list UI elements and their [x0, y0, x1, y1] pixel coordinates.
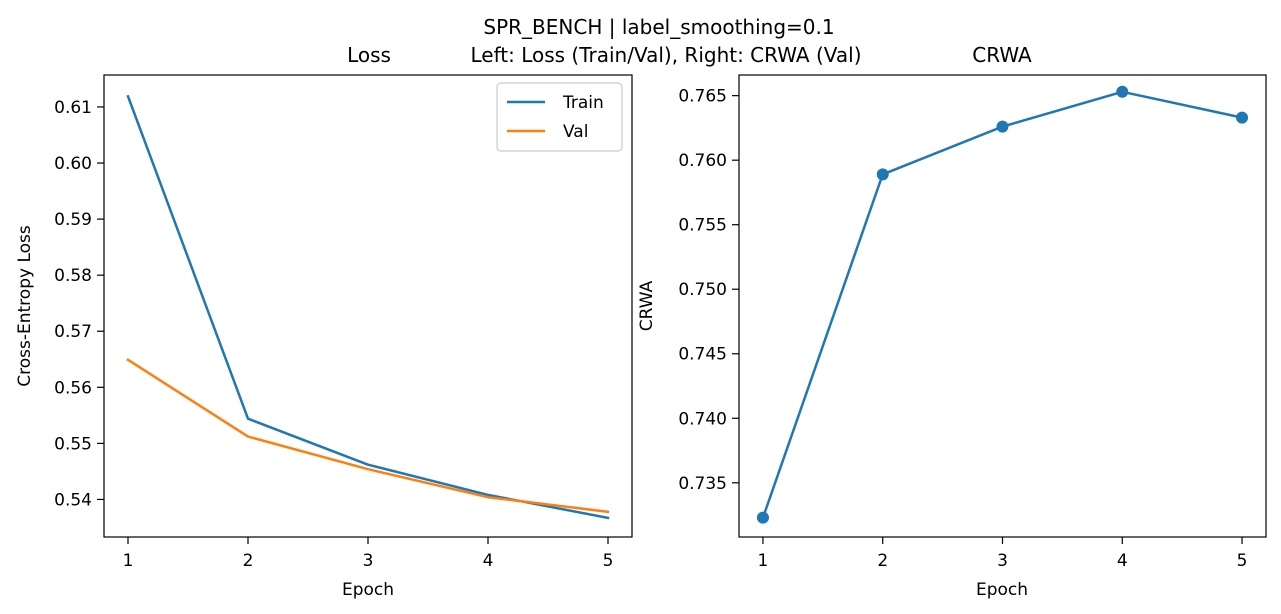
loss-xtick-label: 5 — [603, 551, 614, 571]
figure-suptitle-line1: SPR_BENCH | label_smoothing=0.1 — [483, 15, 834, 39]
crwa-series-point — [876, 168, 889, 181]
loss-legend-box — [496, 82, 623, 152]
loss-xtick-label: 1 — [123, 551, 134, 571]
loss-ytick-label: 0.54 — [54, 490, 92, 510]
loss-xtick-label: 4 — [483, 551, 494, 571]
crwa-series-point — [996, 120, 1009, 133]
crwa-ytick-label: 0.745 — [678, 345, 727, 365]
crwa-xtick-label: 4 — [1117, 551, 1128, 571]
loss-ytick-label: 0.55 — [54, 434, 92, 454]
loss-chart: Loss Epoch Cross-Entropy Loss 0.54 0.55 0.… — [15, 43, 633, 600]
crwa-xtick-label: 1 — [758, 551, 769, 571]
loss-xtick-label: 3 — [363, 551, 374, 571]
crwa-series-point — [756, 511, 769, 524]
loss-ytick-label: 0.60 — [54, 154, 92, 174]
crwa-xtick-label: 3 — [997, 551, 1008, 571]
loss-train-line — [126, 94, 610, 520]
loss-xtick-label: 2 — [243, 551, 254, 571]
crwa-series-line — [761, 90, 1244, 520]
loss-legend-label-val: Val — [563, 122, 588, 142]
crwa-series-point — [1236, 111, 1249, 124]
crwa-chart: CRWA Epoch CRWA 0.735 0.740 0.745 0.750 0.75… — [637, 43, 1267, 600]
crwa-ytick-label: 0.750 — [678, 280, 727, 300]
crwa-xtick-label: 2 — [877, 551, 888, 571]
loss-ytick-label: 0.56 — [54, 378, 92, 398]
crwa-ytick-label: 0.760 — [678, 151, 727, 171]
loss-legend-label-train: Train — [562, 93, 604, 113]
loss-legend: Train Val — [496, 82, 623, 152]
crwa-ytick-label: 0.765 — [678, 87, 727, 107]
crwa-ytick-label: 0.755 — [678, 216, 727, 236]
loss-ytick-label: 0.58 — [54, 266, 92, 286]
loss-chart-title: Loss — [347, 43, 391, 67]
loss-chart-xlabel: Epoch — [342, 580, 394, 600]
crwa-ytick-label: 0.740 — [678, 409, 727, 429]
loss-ytick-label: 0.57 — [54, 322, 92, 342]
loss-ytick-label: 0.59 — [54, 210, 92, 230]
loss-axes-frame — [103, 74, 633, 538]
crwa-ytick-label: 0.735 — [678, 474, 727, 494]
crwa-chart-ylabel: CRWA — [637, 280, 657, 331]
crwa-axes-frame — [738, 74, 1267, 538]
crwa-series-point — [1116, 85, 1129, 98]
crwa-xtick-label: 5 — [1237, 551, 1248, 571]
crwa-chart-xlabel: Epoch — [976, 580, 1028, 600]
loss-val-line — [126, 358, 610, 514]
crwa-chart-title: CRWA — [972, 43, 1032, 67]
loss-chart-ylabel: Cross-Entropy Loss — [15, 225, 35, 387]
loss-ytick-label: 0.61 — [54, 98, 92, 118]
figure-suptitle-line2: Left: Loss (Train/Val), Right: CRWA (Val… — [470, 43, 861, 67]
